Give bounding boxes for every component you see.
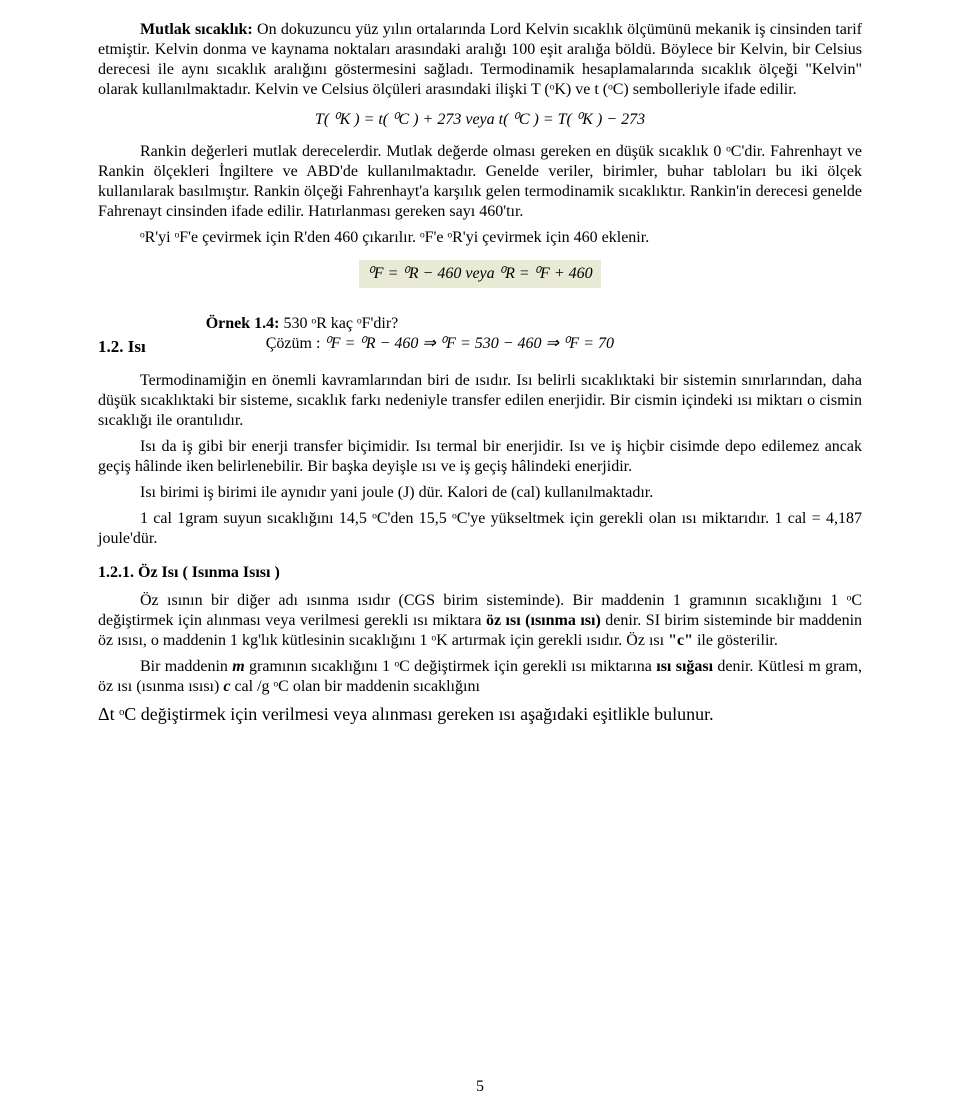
para-oz-isi: Öz ısının bir diğer adı ısınma ısıdır (C… — [98, 591, 862, 651]
lead-mutlak: Mutlak sıcaklık: — [140, 21, 253, 38]
section-heat-title: 1.2. Isı — [98, 314, 146, 357]
section-heat-row: 1.2. Isı Örnek 1.4: 530 ᵒR kaç ᵒF'dir? Ç… — [98, 314, 862, 357]
p7b: öz ısı (ısınma ısı) — [486, 612, 601, 629]
equation-kelvin-celsius: T( ⁰K ) = t( ⁰C ) + 273 veya t( ⁰C ) = T… — [98, 110, 862, 130]
formula-box-wrap: ⁰F = ⁰R − 460 veya ⁰R = ⁰F + 460 — [98, 260, 862, 288]
example-block: Örnek 1.4: 530 ᵒR kaç ᵒF'dir? Çözüm : ⁰F… — [166, 314, 862, 354]
p8b: m — [232, 658, 244, 675]
para-rf-conversion: ᵒR'yi ᵒF'e çevirmek için R'den 460 çıkar… — [98, 228, 862, 248]
para-heat-unit-b: 1 cal 1gram suyun sıcaklığını 14,5 ᵒC'de… — [98, 509, 862, 549]
solution-label: Çözüm : — [266, 335, 325, 352]
p7d: "c" — [668, 632, 693, 649]
p8d: ısı sığası — [656, 658, 713, 675]
formula-box-rf: ⁰F = ⁰R − 460 veya ⁰R = ⁰F + 460 — [359, 260, 600, 288]
para-isi-sigasi: Bir maddenin m gramının sıcaklığını 1 ᵒC… — [98, 657, 862, 697]
solution-eq: ⁰F = ⁰R − 460 ⇒ ⁰F = 530 − 460 ⇒ ⁰F = 70 — [324, 335, 614, 352]
page: Mutlak sıcaklık: On dokuzuncu yüz yılın … — [0, 0, 960, 1105]
para-rankin: Rankin değerleri mutlak derecelerdir. Mu… — [98, 142, 862, 222]
example-question: 530 ᵒR kaç ᵒF'dir? — [280, 315, 399, 332]
p7e: ile gösterilir. — [693, 632, 778, 649]
para-delta-t: Δt ᵒC değiştirmek için verilmesi veya al… — [98, 703, 862, 726]
p8c: gramının sıcaklığını 1 ᵒC değiştirmek iç… — [245, 658, 657, 675]
example-solution: Çözüm : ⁰F = ⁰R − 460 ⇒ ⁰F = 530 − 460 ⇒… — [266, 334, 862, 354]
para-heat-intro: Termodinamiğin en önemli kavramlarından … — [98, 371, 862, 431]
para-mutlak-sicaklik: Mutlak sıcaklık: On dokuzuncu yüz yılın … — [98, 20, 862, 100]
page-number: 5 — [0, 1077, 960, 1097]
p8a: Bir maddenin — [140, 658, 232, 675]
para-heat-transfer: Isı da iş gibi bir enerji transfer biçim… — [98, 437, 862, 477]
p8g: cal /g ᵒC olan bir maddenin sıcaklığını — [230, 678, 479, 695]
example-label: Örnek 1.4: — [206, 315, 280, 332]
example-1-4: Örnek 1.4: 530 ᵒR kaç ᵒF'dir? — [206, 314, 862, 334]
para-heat-unit-a: Isı birimi iş birimi ile aynıdır yani jo… — [98, 483, 862, 503]
subheading-oz-isi: 1.2.1. Öz Isı ( Isınma Isısı ) — [98, 563, 862, 583]
